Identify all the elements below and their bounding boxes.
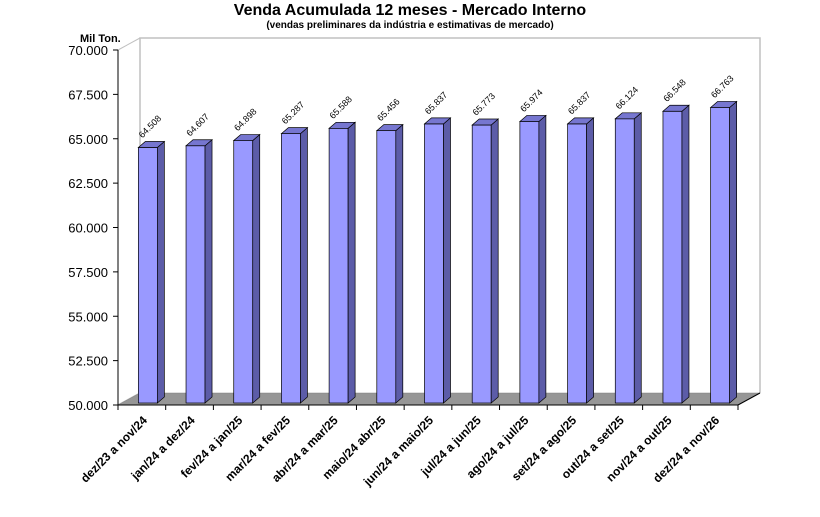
chart-subtitle: (vendas preliminares da indústria e esti…: [266, 20, 554, 31]
bar: 64.607: [184, 112, 213, 404]
value-label: 64.607: [184, 112, 211, 139]
bar: 65.837: [423, 90, 452, 404]
bar: 65.456: [375, 97, 404, 404]
bar: 65.773: [471, 91, 500, 404]
value-label: 65.287: [280, 100, 307, 127]
bar: 64.898: [232, 106, 261, 404]
value-label: 66.548: [661, 77, 688, 104]
y-tick-label: 52.500: [68, 354, 108, 369]
bar: 65.974: [518, 87, 547, 404]
bar: 66.124: [614, 85, 643, 404]
value-label: 65.974: [518, 87, 545, 114]
value-label: 65.837: [423, 90, 450, 117]
value-label: 65.773: [471, 91, 498, 118]
y-tick-label: 60.000: [68, 221, 108, 236]
value-label: 65.837: [566, 90, 593, 117]
y-tick-label: 62.500: [68, 176, 108, 191]
bar: 64.508: [137, 113, 166, 404]
y-tick-label: 57.500: [68, 265, 108, 280]
value-label: 64.898: [232, 106, 259, 133]
chart-title: Venda Acumulada 12 meses - Mercado Inter…: [233, 2, 587, 19]
y-tick-label: 65.000: [68, 132, 108, 147]
y-tick-label: 70.000: [68, 43, 108, 58]
bar: 66.548: [661, 77, 690, 404]
y-tick-label: 67.500: [68, 87, 108, 102]
y-axis: 50.000 52.500 55.000 57.500 60.000 62.500 65.0…: [68, 43, 119, 413]
value-label: 65.456: [375, 97, 402, 124]
bar: 65.588: [327, 94, 357, 404]
bars: 64.508 64.607 64.898 65.287 65.588 65.456 65.8…: [137, 73, 738, 404]
value-label: 65.588: [327, 94, 354, 121]
y-tick-label: 50.000: [68, 398, 108, 413]
y-axis-label: Mil Ton.: [80, 33, 121, 45]
value-label: 66.763: [709, 73, 736, 100]
y-tick-label: 55.000: [68, 309, 108, 324]
bar: 65.287: [280, 100, 309, 404]
bar: 66.763: [709, 73, 738, 404]
value-label: 66.124: [614, 85, 641, 112]
bar: 65.837: [566, 90, 595, 404]
